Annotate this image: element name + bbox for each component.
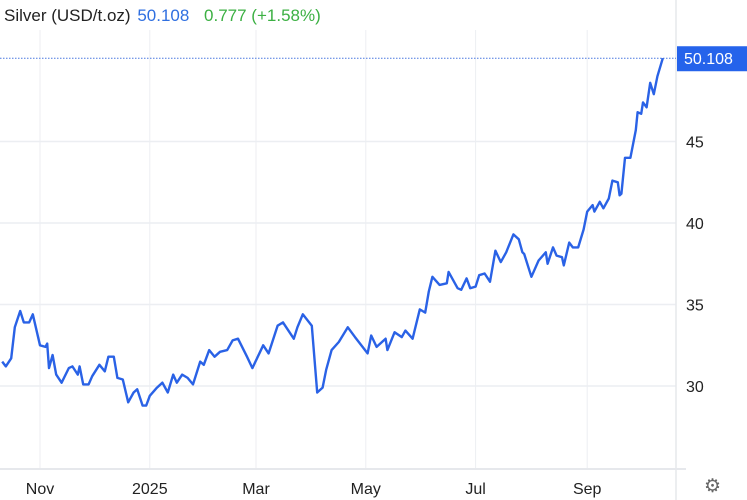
- price-series-line: [1, 57, 664, 407]
- x-tick-label: Sep: [573, 481, 602, 498]
- x-tick-label: Nov: [26, 481, 54, 498]
- x-axis: Nov 2025 Mar May Jul Sep: [26, 481, 602, 498]
- y-tick-label: 40: [686, 216, 704, 233]
- gear-icon[interactable]: ⚙: [704, 476, 722, 497]
- y-tick-label: 35: [686, 298, 704, 315]
- y-tick-label: 30: [686, 379, 704, 396]
- chart-title: Silver (USD/t.oz): [4, 6, 131, 25]
- last-price-tag-label: 50.108: [684, 51, 733, 68]
- x-tick-label: 2025: [132, 481, 168, 498]
- x-tick-label: May: [351, 481, 381, 498]
- chart-header: Silver (USD/t.oz) 50.108 0.777 (+1.58%): [4, 6, 321, 26]
- last-price: 50.108: [137, 6, 190, 25]
- y-tick-label: 45: [686, 135, 704, 152]
- x-tick-label: Mar: [242, 481, 270, 498]
- x-tick-label: Jul: [465, 481, 485, 498]
- price-change: 0.777 (+1.58%): [204, 6, 321, 25]
- last-price-tag: [677, 46, 747, 72]
- grid: [0, 0, 686, 500]
- data-points: [2, 58, 663, 405]
- y-axis: 30 35 40 45: [686, 135, 704, 397]
